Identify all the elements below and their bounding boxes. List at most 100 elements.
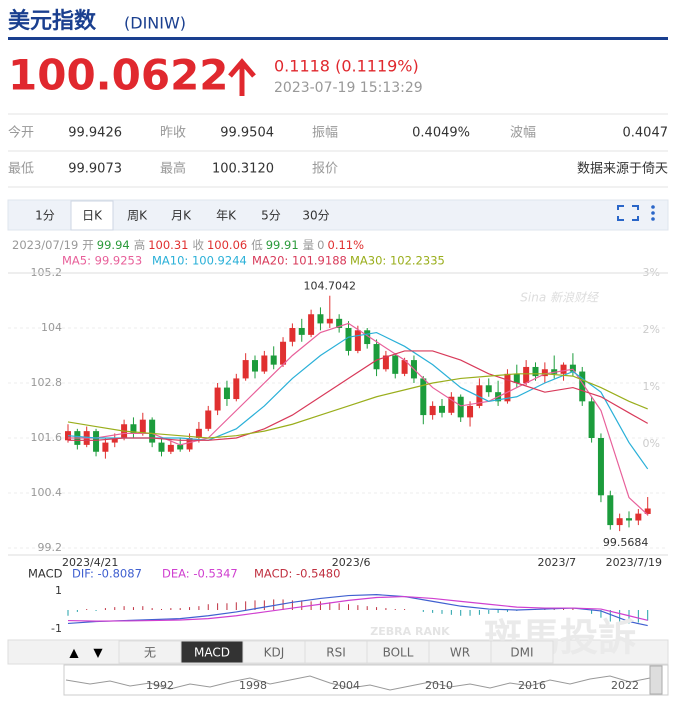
info-label: 低	[251, 238, 263, 252]
toolbar-tab-bg	[490, 640, 554, 664]
y-tick-label: 104	[41, 321, 62, 334]
candle-body	[551, 369, 558, 374]
tab[interactable]: 1分	[35, 209, 55, 223]
line-series	[67, 373, 648, 439]
toolbar-arrow[interactable]: ▲	[69, 646, 79, 660]
tab[interactable]: 月K	[171, 209, 192, 223]
change: 0.1118 (0.1119%)	[274, 57, 419, 76]
table-value: 0.4049%	[412, 126, 470, 141]
candle-body	[382, 355, 389, 370]
candle-body	[373, 344, 380, 370]
candle-body	[111, 438, 118, 443]
toolbar-tab[interactable]: DMI	[510, 646, 533, 660]
candle-body	[289, 328, 296, 342]
table-value: 99.9504	[220, 126, 274, 141]
table-value: 0.4047	[623, 126, 669, 141]
y-tick-label: 99.2	[38, 541, 63, 554]
candle-body	[532, 366, 539, 377]
tab[interactable]: 5分	[261, 209, 281, 223]
table-label: 报价	[312, 162, 338, 177]
line-series	[67, 595, 648, 622]
info-label: 量	[303, 238, 315, 252]
candle-body	[560, 364, 567, 374]
table-value: 99.9426	[68, 126, 122, 141]
table-label: 昨收	[160, 126, 186, 141]
candle-body	[457, 396, 464, 418]
toolbar-tab[interactable]: RSI	[326, 646, 346, 660]
tab[interactable]: 30分	[302, 209, 329, 223]
candle-body	[401, 360, 408, 374]
candle-body	[345, 328, 352, 351]
candle-body	[579, 371, 586, 402]
toolbar-tab[interactable]: 无	[144, 646, 156, 660]
navigator-year: 2022	[611, 679, 639, 692]
tab-active	[70, 200, 114, 231]
y2-tick-label: 0%	[643, 437, 660, 450]
candle-body	[242, 360, 249, 379]
candle-body	[139, 419, 146, 434]
high-label: 104.7042	[304, 280, 357, 293]
y-tick-label: 102.8	[31, 376, 63, 389]
macd-title: MACD	[28, 567, 63, 581]
ma-legend: MA10: 100.9244	[152, 254, 247, 268]
y2-tick-label: 1%	[643, 380, 660, 393]
candle-body	[195, 428, 202, 438]
candle-body	[616, 518, 623, 526]
candle-body	[392, 355, 399, 374]
table-value: 数据来源于倚天	[577, 162, 668, 177]
candle-body	[644, 508, 651, 514]
navigator-handle[interactable]	[649, 665, 663, 695]
macd-legend: DIF: -0.8087	[72, 567, 142, 581]
toolbar-tab[interactable]: BOLL	[383, 646, 414, 660]
toolbar-tab[interactable]: WR	[450, 646, 470, 660]
candle-body	[439, 405, 445, 413]
info-value: 0.11%	[328, 238, 365, 252]
candle-body	[448, 396, 455, 413]
candle-body	[186, 438, 193, 450]
candle-body	[270, 355, 277, 365]
ma-legend: MA30: 102.2335	[350, 254, 445, 268]
tab[interactable]: 日K	[82, 209, 103, 223]
ma-legend: MA20: 101.9188	[252, 254, 347, 268]
tab[interactable]: 周K	[127, 209, 148, 223]
x-tick-label: 2023/7/19	[606, 556, 662, 569]
info-line: 2023/07/19 开 99.94 高 100.31 收 100.06 低 99.91 量 0 0.…	[12, 238, 364, 252]
candle-body	[635, 513, 642, 521]
fullscreen-icon[interactable]	[617, 205, 639, 221]
tab[interactable]: 年K	[216, 209, 237, 223]
watermark-brand: ZEBRA RANK	[370, 625, 450, 638]
info-value: 99.91	[266, 238, 299, 252]
timestamp: 2023-07-19 15:13:29	[274, 80, 423, 96]
x-tick-label: 2023/4/21	[62, 556, 118, 569]
candle-body	[504, 373, 511, 402]
macd-tick-label: -1	[51, 622, 62, 635]
price: 100.0622	[8, 51, 229, 100]
info-value: 100.31	[148, 238, 188, 252]
toolbar-tab[interactable]: KDJ	[264, 646, 285, 660]
candle-body	[93, 431, 100, 452]
candle-body	[588, 401, 595, 438]
candle-body	[485, 385, 492, 393]
toolbar-tab[interactable]: MACD	[194, 646, 230, 660]
info-label: 2023/07/19	[12, 238, 78, 252]
low-label: 99.5684	[603, 536, 649, 549]
toolbar-arrow[interactable]: ▼	[93, 646, 103, 660]
candle-body	[607, 495, 614, 526]
code: (DINIW)	[124, 14, 186, 33]
title: 美元指数	[8, 8, 97, 34]
candle-body	[569, 364, 576, 372]
table-label: 波幅	[510, 126, 536, 141]
y2-tick-label: 2%	[643, 323, 660, 336]
tab-bar	[7, 199, 669, 231]
candle-body	[65, 431, 71, 441]
table-label: 最低	[8, 162, 34, 177]
info-value: 99.94	[97, 238, 130, 252]
line-series	[67, 331, 649, 470]
navigator-year: 1992	[146, 679, 174, 692]
candle-body	[252, 360, 258, 372]
info-value: 100.06	[207, 238, 247, 252]
candle-body	[167, 444, 174, 452]
ma-legend: MA5: 99.9253	[62, 254, 142, 268]
menu-icon[interactable]	[651, 205, 655, 221]
